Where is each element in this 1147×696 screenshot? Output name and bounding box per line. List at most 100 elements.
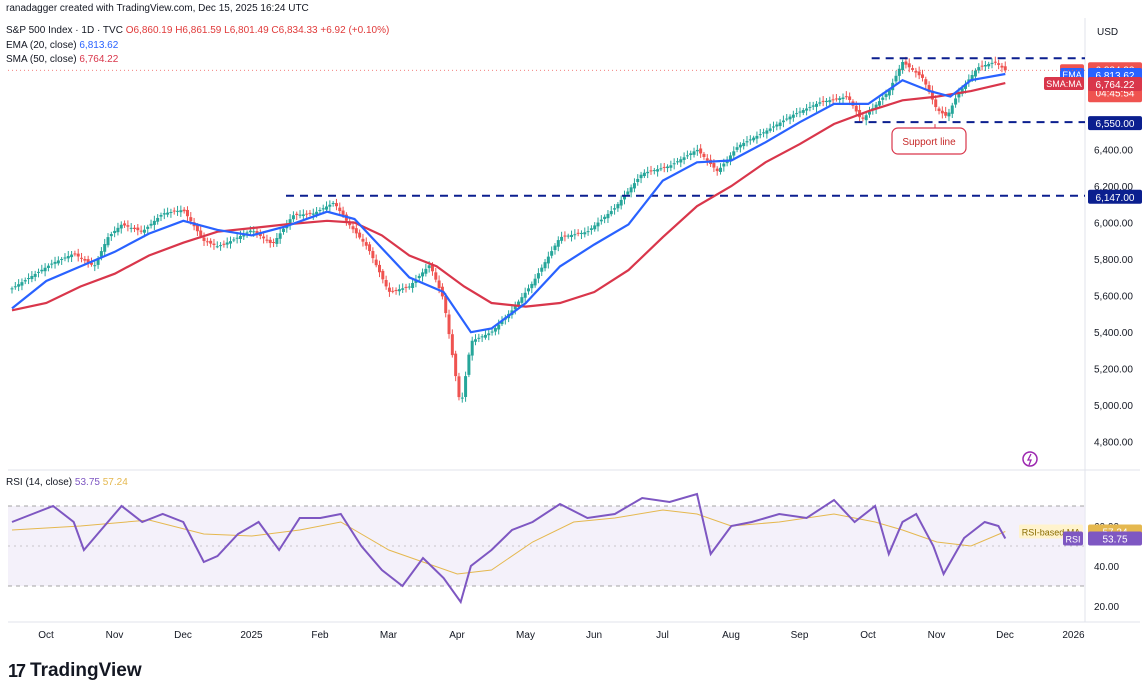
candle-body: [907, 63, 911, 68]
candle-body: [536, 273, 540, 279]
candle-body: [609, 211, 613, 215]
candle-body: [27, 278, 31, 280]
candle-body: [222, 243, 226, 245]
candle-body: [980, 65, 984, 67]
candle-body: [113, 230, 117, 234]
ohlc-low: L6,801.49: [224, 25, 269, 36]
candle-body: [384, 279, 388, 287]
sma-value-badge-text: 6,764.22: [1096, 80, 1135, 91]
candle-body: [887, 89, 891, 96]
candle-body: [156, 217, 160, 222]
candle-body: [60, 258, 64, 260]
candle-body: [477, 337, 481, 339]
candle-body: [626, 191, 630, 195]
candle-body: [63, 257, 67, 259]
candle-body: [407, 286, 411, 288]
time-axis-label: Oct: [860, 630, 876, 641]
ema-tag-text: EMA: [1062, 70, 1082, 80]
candle-body: [603, 216, 607, 220]
candle-body: [685, 155, 689, 157]
candle-body: [417, 275, 421, 279]
ohlc-close: C6,834.33: [271, 25, 318, 36]
candle-body: [639, 174, 643, 179]
candle-body: [89, 262, 93, 265]
candle-body: [30, 275, 34, 280]
candle-body: [295, 213, 299, 215]
rsi-tick-label: 20.00: [1094, 602, 1119, 613]
ema-legend-label: EMA (20, close): [6, 40, 77, 51]
candle-body: [897, 68, 901, 76]
candle-body: [781, 120, 785, 123]
time-axis-label: Dec: [174, 630, 192, 641]
candle-body: [934, 99, 938, 108]
candle-body: [646, 171, 650, 174]
rsi-legend[interactable]: RSI (14, close) 53.75 57.24: [6, 477, 128, 488]
candle-body: [288, 219, 292, 226]
rsi-value-badge-text: 53.75: [1102, 535, 1127, 546]
candle-body: [722, 163, 726, 167]
candle-body: [315, 211, 319, 215]
ohlc-high: H6,861.59: [175, 25, 222, 36]
candle-body: [215, 246, 219, 248]
time-axis-label: Sep: [791, 630, 809, 641]
candle-body: [901, 62, 905, 71]
time-axis-label: Dec: [996, 630, 1014, 641]
rsi-line: [11, 492, 1007, 605]
candle-body: [334, 203, 338, 207]
time-axis-label: May: [516, 630, 535, 641]
sma-legend[interactable]: SMA (50, close) 6,764.22: [6, 54, 118, 65]
candle-body: [189, 217, 193, 222]
candle-body: [159, 215, 163, 217]
candle-body: [73, 253, 77, 255]
ema-value-badge-text: 6,813.62: [1096, 71, 1135, 82]
candle-body: [775, 124, 779, 127]
sma-legend-label: SMA (50, close): [6, 54, 77, 65]
candle-body: [877, 101, 881, 106]
candle-body: [17, 284, 21, 287]
candle-body: [940, 110, 944, 114]
candle-body: [970, 75, 974, 80]
candle-body: [427, 265, 431, 269]
candle-body: [199, 230, 203, 237]
candle-body: [490, 331, 494, 333]
candle-body: [202, 237, 206, 241]
candle-body: [828, 100, 832, 103]
ema-legend[interactable]: EMA (20, close) 6,813.62: [6, 40, 118, 51]
candle-body: [560, 236, 564, 241]
price-tick-label: 6,200.00: [1094, 182, 1133, 193]
candle-body: [70, 254, 74, 258]
candle-body: [275, 238, 279, 244]
time-axis-label: Nov: [928, 630, 946, 641]
support-level-badge-text: 6,550.00: [1096, 119, 1135, 130]
candle-body: [586, 231, 590, 233]
tradingview-logo[interactable]: 17 TradingView: [8, 660, 142, 682]
candle-body: [268, 239, 272, 244]
candle-body: [864, 115, 868, 121]
candle-body: [126, 225, 130, 227]
candle-body: [46, 265, 50, 268]
candle-body: [53, 261, 57, 264]
candle-body: [977, 67, 981, 71]
candle-body: [166, 212, 170, 215]
candle-body: [182, 209, 186, 212]
currency-label: USD: [1097, 27, 1119, 38]
candle-body: [652, 170, 656, 172]
candle-body: [480, 336, 484, 338]
candle-body: [172, 210, 176, 212]
candle-body: [212, 243, 216, 245]
candle-body: [964, 83, 968, 89]
candle-body: [692, 151, 696, 155]
candle-body: [219, 245, 223, 247]
candle-body: [1003, 66, 1007, 71]
candle-body: [715, 168, 719, 172]
candle-body: [682, 157, 686, 160]
candle-body: [497, 324, 501, 330]
candle-body: [805, 108, 809, 111]
candle-body: [437, 280, 441, 289]
time-axis-label: Apr: [449, 630, 465, 641]
candle-body: [80, 257, 84, 259]
candle-body: [205, 241, 209, 243]
candle-body: [526, 288, 530, 292]
candle-body: [785, 118, 789, 120]
